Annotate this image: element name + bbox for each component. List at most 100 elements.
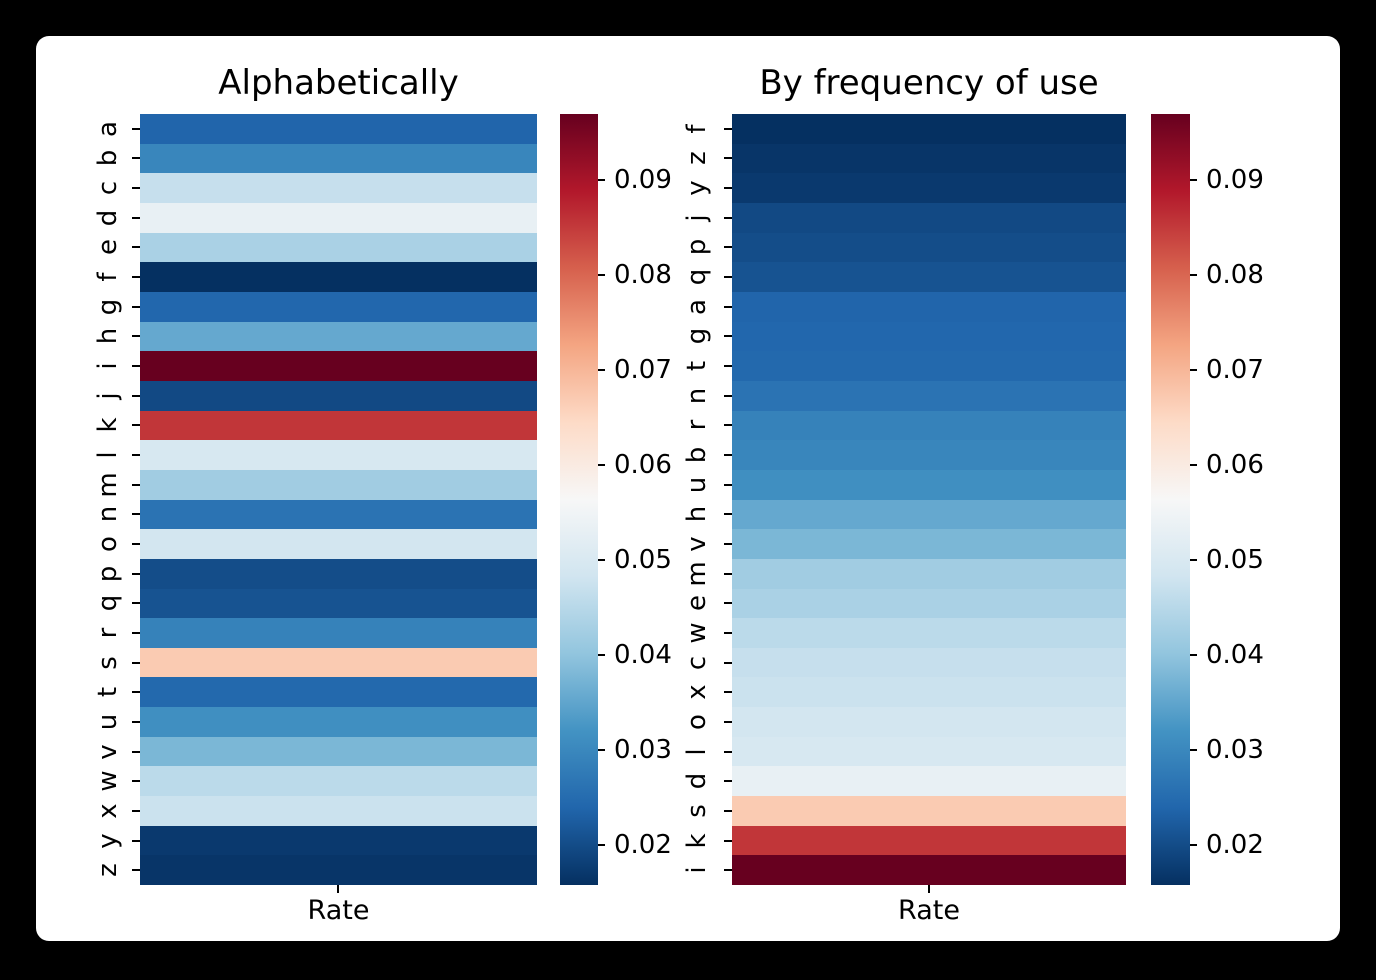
y-tick-mark [724,869,732,872]
heatmap-cell-c [732,647,1126,678]
heatmap-cell-m [140,469,537,500]
y-tick-mark [132,780,140,783]
heatmap-cell-q [732,262,1126,292]
heatmap-cell-d [140,202,537,233]
heatmap-cell-i [732,855,1126,886]
colorbar-tick-mark [1190,463,1197,466]
colorbar-tick-label: 0.06 [614,449,672,480]
y-tick-label-w: w [682,622,712,644]
y-tick-mark [724,365,732,368]
y-tick-mark [724,246,732,249]
heatmap-cell-a [732,291,1126,322]
y-tick-label-f: f [682,124,712,134]
colorbar-tick-mark [1190,844,1197,847]
heatmap [732,114,1126,886]
colorbar-gradient [560,114,598,885]
colorbar-tick-mark [598,463,605,466]
heatmap-cell-v [140,736,537,767]
colorbar-tick-mark [598,273,605,276]
heatmap-cell-j [140,380,537,411]
colorbar-tick-mark [598,558,605,561]
heatmap-cell-q [140,588,537,619]
heatmap-cell-o [140,529,537,559]
colorbar-tick-label: 0.06 [1206,449,1264,480]
heatmap-cell-g [732,321,1126,352]
y-tick-mark [724,394,732,397]
heatmap-cell-m [732,558,1126,589]
x-axis-label: Rate [307,895,370,926]
y-tick-mark [132,424,140,427]
colorbar-tick-label: 0.08 [1206,259,1264,290]
x-tick-mark [928,885,930,893]
x-axis-label: Rate [898,895,960,926]
heatmap-cell-x [732,677,1126,708]
heatmap-cell-w [732,618,1126,648]
heatmap [140,114,537,886]
y-tick-label-k: k [682,832,712,849]
x-tick-mark [337,885,339,893]
y-tick-mark [132,276,140,279]
y-tick-mark [132,187,140,190]
y-tick-mark [724,661,732,664]
colorbar-tick-label: 0.08 [614,259,672,290]
heatmap-cell-l [732,736,1126,767]
heatmap-cell-u [140,707,537,737]
y-tick-label-u: u [682,476,712,493]
colorbar-tick-label: 0.09 [614,164,672,195]
heatmap-cell-u [732,469,1126,500]
y-tick-mark [132,246,140,249]
y-tick-label-a: a [682,298,712,315]
colorbar-tick-mark [1190,273,1197,276]
y-tick-mark [132,602,140,605]
y-tick-label-q: q [682,268,712,286]
heatmap-cell-h [140,321,537,352]
y-tick-mark [132,869,140,872]
y-tick-label-v: v [682,536,712,552]
y-tick-label-h: h [682,506,712,523]
y-tick-label-t: t [682,360,712,372]
y-tick-mark [724,750,732,753]
y-tick-label-o: o [682,713,712,730]
colorbar-tick-label: 0.02 [614,830,672,861]
colorbar: 0.02 0.03 0.04 0.05 0.06 0.07 0.08 0.09 [1151,114,1264,885]
colorbar-tick-mark [598,368,605,371]
heatmap-cell-h [732,499,1126,530]
colorbar-tick-mark [1190,558,1197,561]
panel-title: Alphabetically [218,63,459,103]
y-tick-mark [724,424,732,427]
y-tick-mark [132,335,140,338]
heatmap-cell-y [140,825,537,856]
heatmap-cell-k [732,825,1126,856]
y-tick-mark [132,839,140,842]
heatmap-cell-t [140,677,537,708]
y-tick-mark [724,483,732,486]
y-tick-label-g: g [682,328,712,345]
y-tick-mark [132,542,140,545]
y-tick-mark [724,839,732,842]
y-tick-mark [132,572,140,575]
heatmap-cell-k [140,410,537,441]
colorbar-gradient [1151,114,1190,885]
y-tick-mark [724,127,732,130]
heatmap-cell-a [140,114,537,144]
colorbar-tick-label: 0.04 [614,639,672,670]
y-tick-label-x: x [682,684,712,700]
colorbar-tick-label: 0.03 [1206,735,1264,765]
y-tick-label-i: i [682,866,712,874]
colorbar-tick-mark [1190,368,1197,371]
y-tick-mark [724,691,732,694]
y-tick-label-n: n [682,387,712,404]
y-tick-mark [724,572,732,575]
heatmap-cell-l [140,440,537,470]
heatmap-cell-b [732,440,1126,470]
colorbar-tick-label: 0.07 [1206,354,1264,385]
heatmap-cell-o [732,707,1126,737]
y-tick-label-b: b [682,446,712,464]
colorbar-tick-mark [1190,653,1197,656]
y-tick-mark [132,394,140,397]
y-tick-mark [132,216,140,219]
